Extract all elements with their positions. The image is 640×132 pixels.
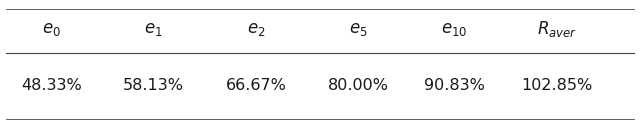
Text: $e_1$: $e_1$	[144, 20, 163, 38]
Text: $e_2$: $e_2$	[247, 20, 265, 38]
Text: 80.00%: 80.00%	[328, 78, 389, 93]
Text: 102.85%: 102.85%	[521, 78, 593, 93]
Text: 48.33%: 48.33%	[21, 78, 81, 93]
Text: $e_0$: $e_0$	[42, 20, 61, 38]
Text: $R_{aver}$: $R_{aver}$	[537, 19, 577, 39]
Text: $e_{10}$: $e_{10}$	[441, 20, 468, 38]
Text: $e_5$: $e_5$	[349, 20, 368, 38]
Text: 66.67%: 66.67%	[225, 78, 287, 93]
Text: 58.13%: 58.13%	[123, 78, 184, 93]
Text: 90.83%: 90.83%	[424, 78, 485, 93]
